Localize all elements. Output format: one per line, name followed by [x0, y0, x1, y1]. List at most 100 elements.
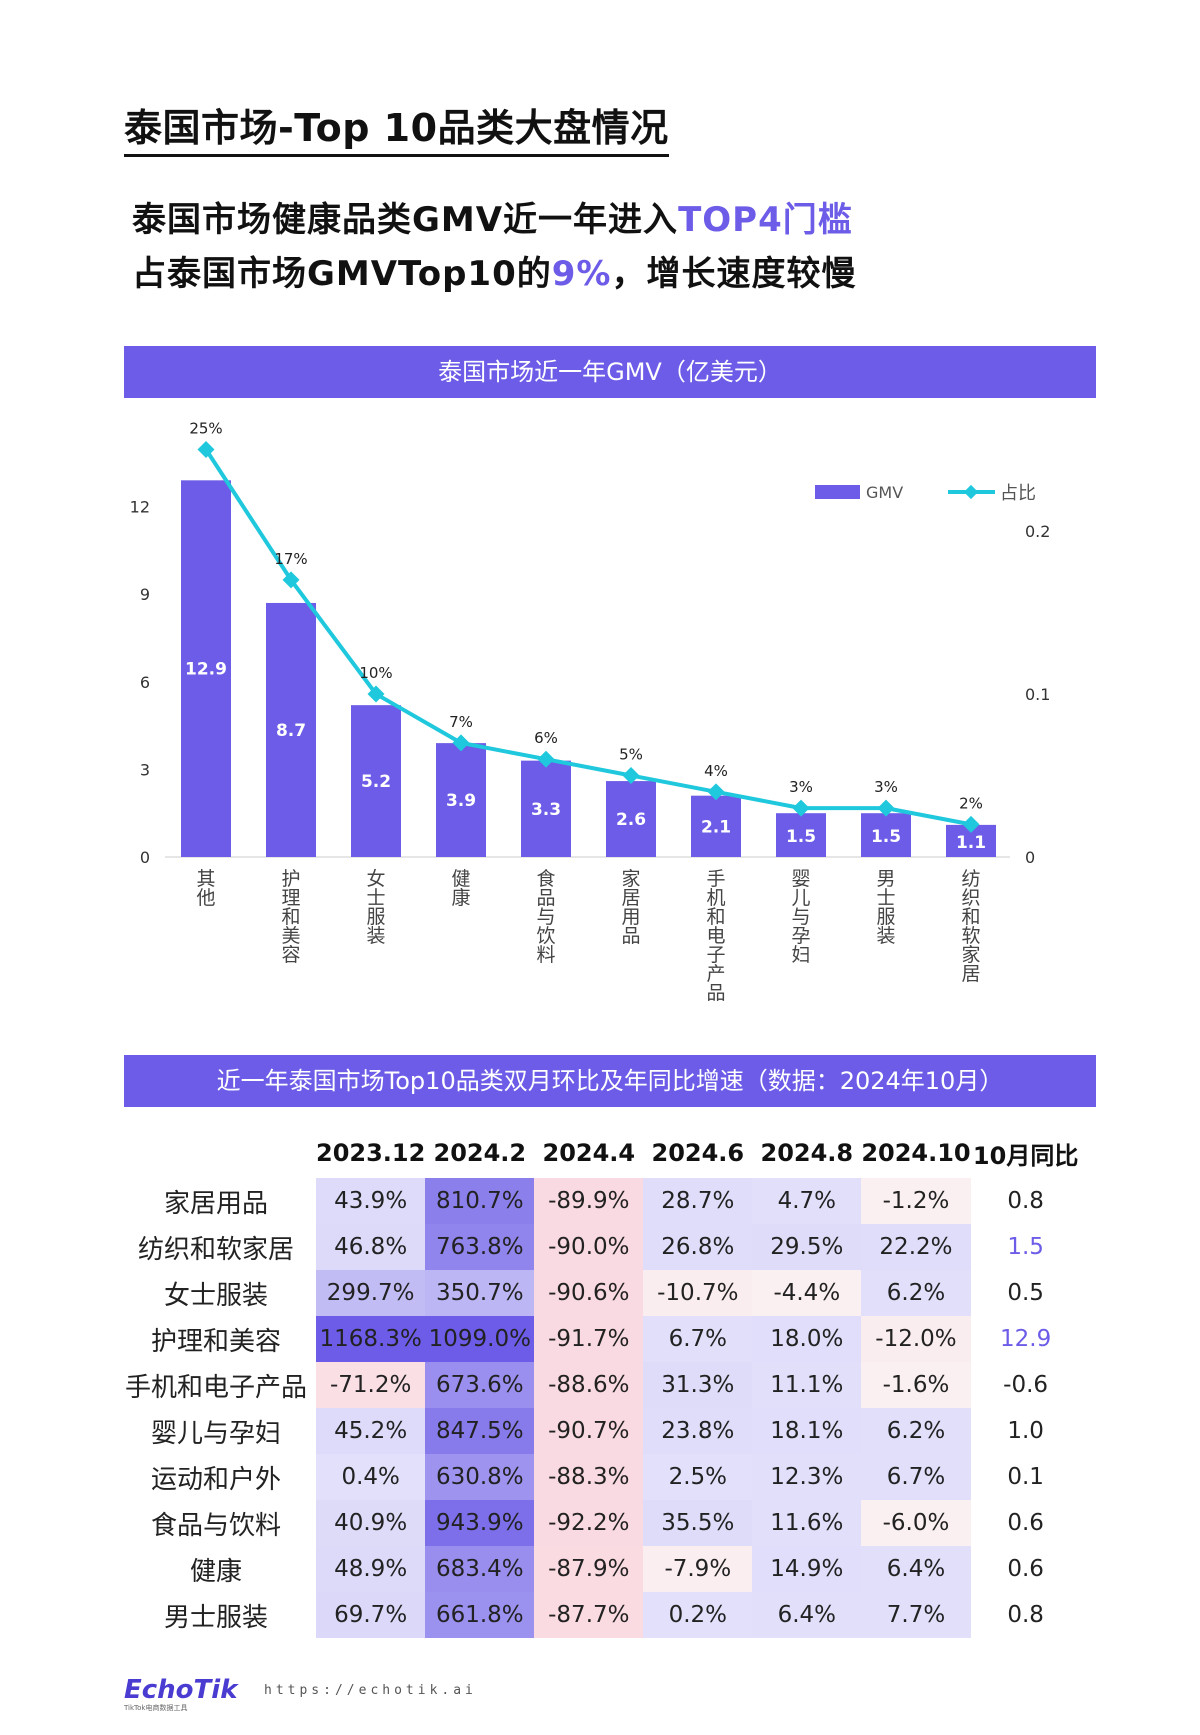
headline-line-2-tail: ，增长速度较慢: [611, 254, 857, 294]
gmv-bar: [266, 602, 316, 857]
gmv-bar: [521, 760, 571, 857]
share-marker: [622, 767, 640, 784]
x-category-label: 家居用品: [621, 868, 640, 947]
bar-value-label: 2.6: [616, 810, 646, 830]
share-label: 17%: [274, 550, 307, 568]
bar-value-label: 5.2: [361, 772, 391, 792]
growth-cell: -12.0%: [861, 1316, 971, 1362]
table-corner-cell: [116, 1128, 316, 1178]
growth-cell: 350.7%: [425, 1270, 535, 1316]
share-marker: [792, 799, 810, 817]
bar-value-label: 3.3: [531, 800, 561, 820]
table-row: 护理和美容 1168.3% 1099.0% -91.7% 6.7% 18.0% -12.0%…: [116, 1316, 1081, 1362]
row-label: 女士服装: [163, 1280, 268, 1311]
growth-cell: 28.7%: [643, 1178, 753, 1224]
row-label: 家居用品: [163, 1188, 268, 1219]
y-left-tick-label: 0: [140, 848, 150, 867]
share-label: 5%: [619, 746, 643, 764]
gmv-bar: [776, 813, 826, 857]
growth-cell: 35.5%: [643, 1500, 753, 1546]
growth-cell: 1168.3%: [316, 1316, 426, 1362]
growth-cell: 31.3%: [643, 1362, 753, 1408]
x-category-label: 纺织和软家居: [961, 868, 980, 985]
x-category-label: 手机和电子产品: [706, 868, 725, 1004]
growth-cell: 23.8%: [643, 1408, 753, 1454]
column-header: 2024.4: [542, 1139, 636, 1167]
growth-cell: -7.9%: [643, 1546, 753, 1592]
growth-cell: 40.9%: [316, 1500, 426, 1546]
growth-cell: -90.7%: [534, 1408, 644, 1454]
growth-cell: 11.6%: [752, 1500, 862, 1546]
table-row: 纺织和软家居 46.8% 763.8% -90.0% 26.8% 29.5% 22.2% 1.…: [116, 1224, 1081, 1270]
growth-cell: 11.1%: [752, 1362, 862, 1408]
growth-cell: 847.5%: [425, 1408, 535, 1454]
table-row: 家居用品 43.9% 810.7% -89.9% 28.7% 4.7% -1.2% 0.8: [116, 1178, 1081, 1224]
growth-cell: 763.8%: [425, 1224, 535, 1270]
share-label: 25%: [189, 420, 222, 438]
share-marker: [452, 734, 470, 752]
x-category-label: 婴儿与孕妇: [791, 868, 810, 966]
gmv-chart: 0 3 6 9 12 0 0.1 0.2 12.9 8.7 5.2 3.9 3.3 2.6 2.1 1.5 1.…: [130, 420, 1051, 1005]
y-right-tick-label: 0.2: [1025, 522, 1050, 541]
growth-cell: 22.2%: [861, 1224, 971, 1270]
share-marker: [962, 815, 980, 833]
yoy-cell: 12.9: [1000, 1326, 1052, 1352]
growth-cell: 26.8%: [643, 1224, 753, 1270]
share-label: 10%: [359, 664, 392, 682]
bar-value-label: 1.5: [786, 827, 816, 847]
growth-cell: 6.2%: [861, 1408, 971, 1454]
growth-cell: 18.0%: [752, 1316, 862, 1362]
yoy-cell: -0.6: [1003, 1372, 1049, 1398]
growth-cell: 0.4%: [316, 1454, 426, 1500]
bar-value-label: 1.1: [956, 833, 986, 853]
growth-cell: -92.2%: [534, 1500, 644, 1546]
growth-cell: 630.8%: [425, 1454, 535, 1500]
headline-line-1: 泰国市场健康品类GMV近一年进入TOP4门槛: [132, 198, 853, 242]
table-row: 食品与饮料 40.9% 943.9% -92.2% 35.5% 11.6% -6.0% 0.6: [116, 1500, 1081, 1546]
x-category-label: 护理和美容: [281, 868, 300, 966]
growth-cell: -88.3%: [534, 1454, 644, 1500]
yoy-cell: 0.6: [1007, 1556, 1044, 1582]
growth-cell: 661.8%: [425, 1592, 535, 1638]
headline-line-1-highlight: TOP4门槛: [678, 200, 853, 240]
table-body: 家居用品 43.9% 810.7% -89.9% 28.7% 4.7% -1.2% 0.8 纺织…: [116, 1178, 1081, 1638]
row-label: 纺织和软家居: [137, 1234, 294, 1265]
growth-cell: -1.2%: [861, 1178, 971, 1224]
row-label: 男士服装: [163, 1602, 268, 1633]
yoy-cell: 0.8: [1007, 1188, 1044, 1214]
share-label: 2%: [959, 794, 983, 812]
growth-cell: 46.8%: [316, 1224, 426, 1270]
growth-cell: 6.7%: [861, 1454, 971, 1500]
gmv-bar: [351, 705, 401, 857]
table-row: 婴儿与孕妇 45.2% 847.5% -90.7% 23.8% 18.1% 6.2% 1.0: [116, 1408, 1081, 1454]
share-line: [204, 448, 972, 827]
yoy-cell: 1.5: [1007, 1234, 1044, 1260]
yoy-cell: 1.0: [1007, 1418, 1044, 1444]
column-header: 10月同比: [972, 1141, 1079, 1170]
x-category-label: 食品与饮料: [536, 868, 555, 966]
chart-title-banner: 泰国市场近一年GMV（亿美元）: [124, 346, 1096, 398]
growth-cell: -90.6%: [534, 1270, 644, 1316]
growth-cell: -4.4%: [752, 1270, 862, 1316]
share-label: 4%: [704, 762, 728, 780]
gmv-bar: [436, 743, 486, 857]
growth-cell: 810.7%: [425, 1178, 535, 1224]
growth-cell: -87.9%: [534, 1546, 644, 1592]
headline-line-2-text: 占泰国市场GMVTop10的: [132, 254, 552, 294]
x-category-label: 男士服装: [876, 868, 895, 947]
share-marker: [877, 799, 895, 817]
share-marker: [367, 685, 385, 703]
growth-cell: 299.7%: [316, 1270, 426, 1316]
row-label: 食品与饮料: [150, 1510, 281, 1541]
share-marker: [282, 571, 300, 589]
growth-cell: 69.7%: [316, 1592, 426, 1638]
yoy-cell: 0.1: [1007, 1464, 1044, 1490]
growth-cell: 45.2%: [316, 1408, 426, 1454]
echotik-logo: EchoTik: [124, 1675, 238, 1705]
share-label: 3%: [874, 778, 898, 796]
growth-cell: 6.7%: [643, 1316, 753, 1362]
yoy-cell: 0.5: [1007, 1280, 1044, 1306]
footer-url[interactable]: https://echotik.ai: [264, 1683, 477, 1698]
column-header: 2024.10: [861, 1139, 971, 1167]
legend-share-label: 占比: [1000, 483, 1036, 504]
